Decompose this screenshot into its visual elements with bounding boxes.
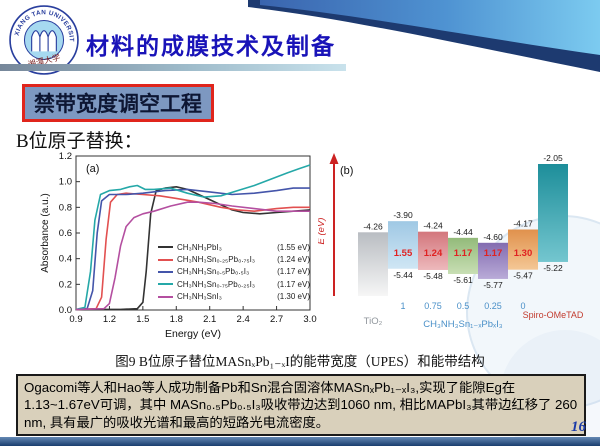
legend-bandgap-value: (1.17 eV) — [277, 267, 310, 277]
header-swoosh-decoration — [248, 0, 600, 72]
bar-top-energy: -4.24 — [423, 221, 443, 231]
legend-swatch — [158, 270, 173, 273]
y-tick-label: 0.6 — [59, 228, 72, 239]
panel-label-a: (a) — [86, 163, 99, 175]
legend-swatch — [158, 246, 173, 249]
legend-row: CH₃NH₃PbI₃ (1.55 eV) — [158, 241, 310, 253]
legend-swatch — [158, 258, 173, 261]
y-tick-label: 0.8 — [59, 202, 72, 213]
legend-bandgap-value: (1.30 eV) — [277, 292, 310, 302]
section-label: B位原子替换： — [16, 131, 143, 152]
figure-caption: 图9 B位原子替位MASnₓPb₁₋ₓI的能带宽度（UPES）和能带结构 — [115, 354, 485, 369]
curve-CH₃NH₃Sn₀.₂₅Pb₀.₇₅I₃ — [75, 192, 310, 311]
title-divider — [0, 64, 346, 71]
bar-bottom-energy: -5.77 — [483, 280, 503, 290]
x-tick-label: 1.5 — [136, 314, 149, 325]
x-tick-label: 2.1 — [203, 314, 216, 325]
legend-bandgap-value: (1.24 eV) — [277, 255, 310, 265]
bar-bandgap-value: 1.30 — [514, 248, 533, 259]
y-axis-label: Absorbance (a.u.) — [40, 193, 51, 273]
section-heading-box: 禁带宽度调空工程 — [22, 84, 214, 122]
bar-top-energy: -3.90 — [393, 210, 413, 220]
legend-row: CH₃NH₃SnI₃ (1.30 eV) — [158, 291, 310, 303]
legend-swatch — [158, 295, 173, 298]
group-formula-label: CH₃NH₃Sn₁₋ₓPbₓI₃ — [423, 319, 503, 330]
figure-9: 0.9 1.2 1.5 1.8 2.1 2.4 2.7 3.0 0.0 0.2 0.4 0.6 0.8 1… — [36, 146, 588, 348]
energy-bar-Spiro-OMeTAD — [538, 164, 568, 262]
bar-top-energy: -4.26 — [363, 221, 383, 231]
bar-fraction-label: 1 — [400, 301, 405, 311]
legend-series-name: CH₃NH₃Sn₀.₇₅Pb₀.₂₅I₃ — [177, 279, 256, 289]
legend-row: CH₃NH₃Sn₀.₇₅Pb₀.₂₅I₃ (1.17 eV) — [158, 278, 310, 290]
panel-label-b: (b) — [340, 165, 353, 177]
curve-CH₃NH₃Sn₀.₇₅Pb₀.₂₅I₃ — [75, 164, 311, 311]
bar-fraction-label: 0.25 — [484, 301, 502, 311]
bar-top-energy: -4.44 — [453, 227, 473, 237]
x-axis-label: Energy (eV) — [165, 328, 221, 340]
bar-label-tio2: TiO₂ — [364, 316, 383, 327]
x-tick-label: 1.2 — [103, 314, 116, 325]
bottom-bar — [0, 437, 600, 446]
y-tick-label: 1.0 — [59, 177, 72, 188]
bar-label-spiro: Spiro-OMeTAD — [523, 310, 584, 320]
y-tick-label: 0.0 — [59, 305, 72, 316]
x-tick-label: 3.0 — [303, 314, 316, 325]
bar-bottom-energy: -5.61 — [453, 275, 473, 285]
x-tick-label: 2.4 — [237, 314, 250, 325]
energy-bar-0.75 — [418, 231, 448, 270]
curve-CH₃NH₃SnI₃ — [75, 201, 310, 311]
bar-top-energy: -4.60 — [483, 232, 503, 242]
legend-series-name: CH₃NH₃SnI₃ — [177, 292, 222, 302]
bar-top-energy: -2.05 — [543, 153, 563, 163]
summary-box: Ogacomi等人和Hao等人成功制备Pb和Sn混合固溶体MASnₓPb₁₋ₓI… — [16, 374, 586, 436]
energy-bar-TiO₂ — [358, 232, 388, 296]
bar-bottom-energy: -5.47 — [513, 271, 533, 281]
energy-axis-arrowhead — [329, 153, 339, 164]
legend-bandgap-value: (1.17 eV) — [277, 279, 310, 289]
page-number: 16 — [571, 419, 586, 435]
energy-band-diagram: E (eV) (b) -4.26 TiO₂ -3.90 -5.44 1.55 1 -4.24 -5… — [318, 153, 584, 330]
y-tick-label: 0.2 — [59, 279, 72, 290]
x-tick-label: 2.7 — [270, 314, 283, 325]
bar-bandgap-value: 1.24 — [424, 248, 443, 259]
slide-title: 材料的成膜技术及制备 — [86, 33, 336, 59]
legend-row: CH₃NH₃Sn₀.₂₅Pb₀.₇₅I₃ (1.24 eV) — [158, 253, 310, 265]
legend-series-name: CH₃NH₃PbI₃ — [177, 242, 222, 252]
bar-fraction-label: 0.5 — [457, 301, 470, 311]
x-tick-label: 1.8 — [170, 314, 183, 325]
x-tick-label: 0.9 — [69, 314, 82, 325]
legend-bandgap-value: (1.55 eV) — [277, 242, 310, 252]
energy-bar-0.5 — [448, 237, 478, 275]
y-tick-label: 1.2 — [59, 151, 72, 162]
y-tick-label: 0.4 — [59, 254, 72, 265]
bar-bottom-energy: -5.44 — [393, 270, 413, 280]
bar-top-energy: -4.17 — [513, 219, 533, 229]
legend-swatch — [158, 283, 173, 286]
legend-row: CH₃NH₃Sn₀.₅Pb₀.₅I₃ (1.17 eV) — [158, 266, 310, 278]
energy-bar-0.25 — [478, 242, 508, 279]
bar-bandgap-value: 1.17 — [484, 248, 503, 259]
legend-series-name: CH₃NH₃Sn₀.₂₅Pb₀.₇₅I₃ — [177, 255, 256, 265]
bar-bandgap-value: 1.55 — [394, 248, 413, 259]
curve-CH₃NH₃Sn₀.₅Pb₀.₅I₃ — [75, 187, 310, 311]
energy-bar-1 — [388, 221, 418, 269]
bar-bottom-energy: -5.22 — [543, 263, 563, 273]
logo-triple-arch-icon — [31, 30, 57, 52]
bar-fraction-label: 0 — [520, 301, 525, 311]
bar-fraction-label: 0.75 — [424, 301, 442, 311]
energy-bar-0 — [508, 229, 538, 270]
swoosh-blue-wave — [260, 0, 600, 55]
bar-bottom-energy: -5.48 — [423, 271, 443, 281]
bar-bandgap-value: 1.17 — [454, 248, 473, 259]
legend-series-name: CH₃NH₃Sn₀.₅Pb₀.₅I₃ — [177, 267, 250, 277]
chart-legend: CH₃NH₃PbI₃ (1.55 eV) CH₃NH₃Sn₀.₂₅Pb₀.₇₅I₃ (… — [158, 241, 310, 303]
absorbance-line-chart: 0.9 1.2 1.5 1.8 2.1 2.4 2.7 3.0 0.0 0.2 0.4 0.6 0.8 1… — [40, 151, 317, 340]
energy-axis-label: E (eV) — [318, 218, 327, 245]
